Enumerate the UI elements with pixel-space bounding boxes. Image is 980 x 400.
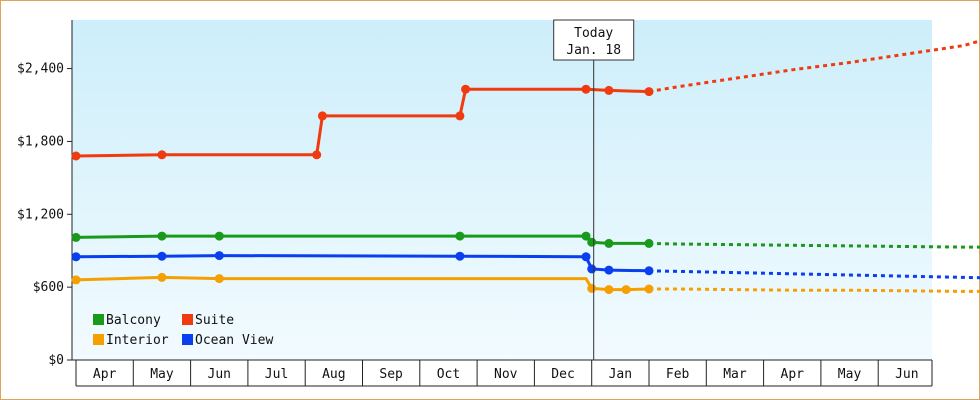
data-point-suite [455, 111, 465, 121]
y-tick-label: $1,800 [17, 134, 64, 149]
data-point-interior [587, 283, 597, 293]
x-tick-label: Feb [666, 367, 690, 382]
x-tick-label: Oct [437, 367, 460, 382]
series-interior [71, 272, 980, 295]
data-point-suite [157, 150, 167, 160]
legend: Balcony Suite Interior Ocean View [93, 313, 273, 348]
data-point-suite [604, 85, 614, 95]
y-axis: $0 $600 $1,200 $1,800 $2,400 [17, 20, 73, 368]
data-point-interior [157, 272, 167, 282]
legend-swatch-balcony[interactable] [93, 314, 104, 325]
data-point-balcony [581, 231, 591, 241]
x-axis: Apr May Jun Jul Aug Sep Oct Nov Dec Jan Feb Mar Apr M… [72, 359, 933, 387]
data-point-ocean-view [157, 251, 167, 261]
legend-label-balcony[interactable]: Balcony [106, 313, 161, 328]
x-tick-label: Apr [93, 367, 117, 382]
series-suite [71, 39, 980, 161]
y-tick-label: $2,400 [17, 62, 64, 77]
today-label: Today [574, 26, 613, 41]
x-tick-label: Jun [895, 367, 918, 382]
data-point-suite [644, 87, 654, 97]
data-point-ocean-view [214, 251, 224, 261]
forecast-line-interior [649, 287, 980, 293]
data-point-interior [604, 285, 614, 295]
data-point-ocean-view [587, 264, 597, 274]
y-tick-label: $600 [33, 280, 64, 295]
x-tick-label: Aug [322, 367, 345, 382]
series-balcony [71, 231, 980, 249]
forecast-line-ocean-view [648, 269, 980, 280]
data-point-balcony [644, 238, 654, 248]
data-point-suite [71, 151, 81, 161]
plot-area [72, 20, 932, 360]
legend-label-suite[interactable]: Suite [195, 313, 234, 328]
y-tick-label: $1,200 [17, 207, 64, 222]
x-tick-label: Nov [494, 367, 518, 382]
data-point-suite [312, 150, 322, 160]
data-point-ocean-view [455, 251, 465, 261]
data-point-balcony [604, 238, 614, 248]
data-point-balcony [71, 232, 81, 242]
data-point-ocean-view [581, 252, 591, 262]
data-point-suite [461, 84, 471, 94]
x-tick-label: Jun [208, 367, 231, 382]
y-tick-label: $0 [48, 353, 64, 368]
x-tick-label: May [838, 367, 862, 382]
data-point-ocean-view [644, 266, 654, 276]
data-point-balcony [455, 231, 465, 241]
legend-swatch-interior[interactable] [93, 334, 104, 345]
x-tick-label: Apr [781, 367, 805, 382]
x-tick-label: Jul [265, 367, 288, 382]
forecast-line-balcony [648, 241, 980, 249]
data-point-suite [581, 84, 591, 94]
x-tick-label: Dec [551, 367, 574, 382]
today-box [553, 19, 635, 61]
today-marker: Today Jan. 18 [553, 19, 635, 360]
x-tick-label: Jan [609, 367, 632, 382]
data-point-ocean-view [71, 252, 81, 262]
legend-label-ocean-view[interactable]: Ocean View [195, 333, 273, 348]
data-point-balcony [587, 237, 597, 247]
x-tick-label: Sep [379, 367, 403, 382]
data-point-balcony [214, 231, 224, 241]
data-point-interior [214, 274, 224, 284]
data-point-interior [71, 275, 81, 285]
legend-label-interior[interactable]: Interior [106, 333, 169, 348]
data-point-balcony [157, 231, 167, 241]
legend-swatch-suite[interactable] [182, 314, 193, 325]
series-layer [71, 39, 980, 295]
today-date: Jan. 18 [566, 43, 621, 58]
x-tick-label: May [150, 367, 174, 382]
data-point-interior [644, 284, 654, 294]
x-tick-label: Mar [723, 367, 747, 382]
data-point-ocean-view [604, 265, 614, 275]
data-point-interior [621, 285, 631, 295]
data-point-suite [317, 111, 327, 121]
legend-swatch-ocean-view[interactable] [182, 334, 193, 345]
